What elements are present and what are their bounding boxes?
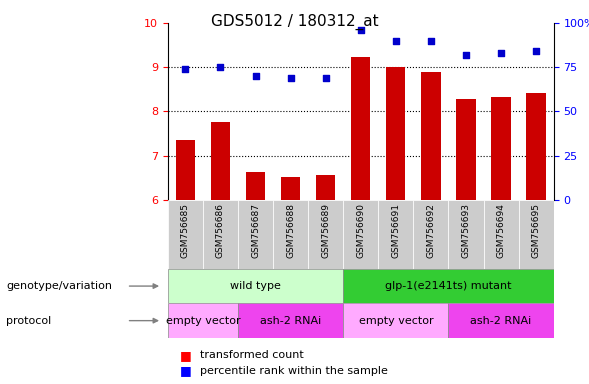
Text: GSM756685: GSM756685 — [181, 203, 190, 258]
Bar — [168, 303, 238, 338]
Text: GSM756687: GSM756687 — [251, 203, 260, 258]
Bar — [273, 200, 308, 269]
Point — [286, 75, 295, 81]
Bar — [246, 172, 265, 200]
Point — [426, 38, 436, 44]
Bar — [238, 303, 343, 338]
Text: GSM756688: GSM756688 — [286, 203, 295, 258]
Bar — [308, 200, 343, 269]
Text: GDS5012 / 180312_at: GDS5012 / 180312_at — [211, 13, 378, 30]
Bar — [281, 177, 300, 200]
Point — [497, 50, 506, 56]
Bar — [378, 200, 413, 269]
Text: empty vector: empty vector — [166, 316, 240, 326]
Bar — [168, 200, 203, 269]
Point — [391, 38, 401, 44]
Point — [531, 48, 541, 55]
Bar — [386, 67, 405, 200]
Bar — [456, 99, 476, 200]
Bar — [168, 269, 343, 303]
Text: glp-1(e2141ts) mutant: glp-1(e2141ts) mutant — [385, 281, 512, 291]
Text: GSM756693: GSM756693 — [461, 203, 471, 258]
Text: GSM756690: GSM756690 — [356, 203, 365, 258]
Bar — [491, 97, 511, 200]
Text: genotype/variation: genotype/variation — [6, 281, 112, 291]
Bar — [316, 174, 335, 200]
Bar — [351, 58, 370, 200]
Text: ash-2 RNAi: ash-2 RNAi — [471, 316, 532, 326]
Bar — [518, 200, 554, 269]
Text: GSM756689: GSM756689 — [321, 203, 330, 258]
Text: wild type: wild type — [230, 281, 281, 291]
Bar — [448, 303, 554, 338]
Bar — [343, 303, 448, 338]
Point — [356, 27, 365, 33]
Text: empty vector: empty vector — [359, 316, 433, 326]
Bar — [421, 73, 441, 200]
Bar — [527, 93, 546, 200]
Bar — [448, 200, 484, 269]
Text: ■: ■ — [180, 364, 191, 377]
Bar — [203, 200, 238, 269]
Text: GSM756691: GSM756691 — [391, 203, 401, 258]
Bar — [343, 269, 554, 303]
Text: transformed count: transformed count — [200, 350, 304, 360]
Text: ash-2 RNAi: ash-2 RNAi — [260, 316, 321, 326]
Bar — [211, 122, 230, 200]
Text: GSM756692: GSM756692 — [426, 203, 435, 258]
Text: percentile rank within the sample: percentile rank within the sample — [200, 366, 388, 376]
Text: GSM756694: GSM756694 — [497, 203, 505, 258]
Bar — [176, 140, 195, 200]
Point — [216, 64, 225, 70]
Text: GSM756695: GSM756695 — [532, 203, 541, 258]
Text: protocol: protocol — [6, 316, 51, 326]
Text: GSM756686: GSM756686 — [216, 203, 225, 258]
Point — [461, 52, 471, 58]
Point — [321, 75, 330, 81]
Point — [251, 73, 260, 79]
Bar — [484, 200, 518, 269]
Bar — [413, 200, 448, 269]
Text: ■: ■ — [180, 349, 191, 362]
Bar — [238, 200, 273, 269]
Bar — [343, 200, 378, 269]
Point — [181, 66, 190, 72]
